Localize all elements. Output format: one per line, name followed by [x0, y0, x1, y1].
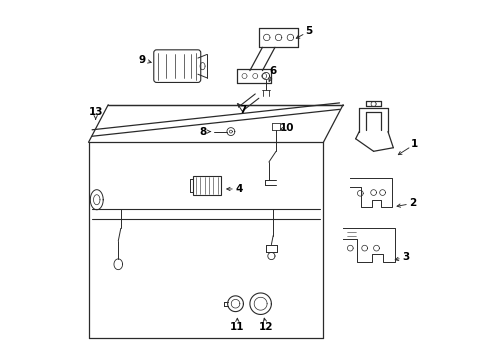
Text: 9: 9	[139, 55, 145, 65]
Text: 4: 4	[235, 184, 243, 194]
Text: 8: 8	[199, 127, 206, 136]
Text: 11: 11	[230, 322, 244, 332]
Text: 3: 3	[402, 252, 408, 262]
Text: 2: 2	[408, 198, 416, 208]
Text: 13: 13	[88, 107, 102, 117]
Text: 7: 7	[239, 105, 246, 115]
Text: 1: 1	[410, 139, 418, 149]
Text: 10: 10	[280, 123, 294, 133]
Text: 5: 5	[305, 26, 312, 36]
Bar	[192, 176, 221, 195]
Text: 6: 6	[269, 66, 276, 76]
Text: 12: 12	[258, 322, 273, 332]
FancyBboxPatch shape	[153, 50, 201, 82]
